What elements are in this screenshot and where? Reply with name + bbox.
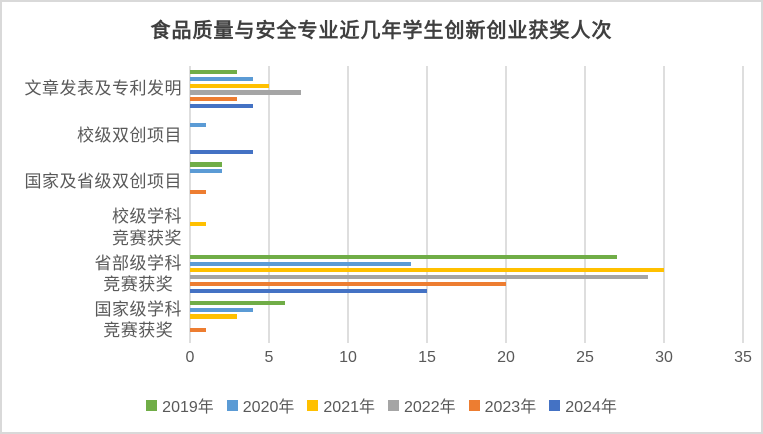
bar	[190, 314, 238, 319]
legend-swatch-icon	[549, 399, 561, 411]
bar	[190, 307, 254, 312]
gridline-5	[268, 66, 270, 343]
legend-item: 2019年	[146, 393, 214, 417]
x-tick-label: 10	[339, 349, 357, 366]
category-bar-group	[190, 66, 743, 112]
category-label: 省部级学科 竞赛获奖	[94, 253, 182, 294]
bar	[190, 189, 206, 194]
category-bar-group	[190, 205, 743, 251]
gridline-0	[189, 66, 191, 343]
legend-label: 2022年	[404, 399, 456, 416]
category-label: 国家级学科 竞赛获奖	[94, 299, 182, 340]
x-axis: 0 5 10 15 20 25 30 35	[186, 349, 752, 371]
bar	[190, 162, 222, 167]
bar	[190, 97, 238, 102]
bar	[190, 222, 206, 227]
bar	[190, 254, 617, 259]
category-bar-group	[190, 297, 743, 343]
bar	[190, 169, 222, 174]
gridline-30	[663, 66, 665, 343]
bar	[190, 90, 301, 95]
legend-item: 2020年	[226, 393, 295, 417]
category-label: 文章发表及专利发明	[24, 79, 182, 99]
x-tick-label: 20	[497, 349, 515, 366]
x-tick-label: 35	[734, 349, 752, 366]
bar	[190, 261, 412, 266]
gridline-20	[505, 66, 507, 343]
category-label: 校级学科 竞赛获奖	[112, 207, 182, 248]
x-tick-label: 5	[264, 349, 274, 366]
bar	[190, 103, 254, 109]
legend: 2019年 2020年 2021年 2022年 2023年 2024年	[2, 393, 761, 417]
bar	[190, 70, 238, 75]
legend-item: 2022年	[388, 393, 456, 417]
gridline-35	[742, 66, 744, 343]
plot-area	[189, 66, 744, 343]
legend-label: 2021年	[323, 399, 375, 416]
bar	[190, 288, 427, 293]
legend-swatch-icon	[468, 399, 480, 411]
x-tick-label: 30	[655, 349, 673, 366]
bar	[190, 328, 206, 333]
bar	[190, 76, 254, 81]
chart-title: 食品质量与安全专业近几年学生创新创业获奖人次	[150, 20, 613, 42]
category-label: 国家及省级双创项目	[24, 171, 182, 191]
gridlines	[189, 66, 744, 343]
x-tick-label: 15	[418, 349, 436, 366]
gridline-15	[426, 66, 428, 343]
legend-swatch-icon	[388, 399, 399, 411]
legend-swatch-icon	[146, 399, 158, 411]
legend-label: 2020年	[242, 399, 295, 416]
legend-label: 2023年	[484, 399, 537, 416]
bar	[190, 150, 254, 155]
bar	[190, 122, 206, 128]
legend-item: 2021年	[307, 393, 375, 417]
bar	[190, 300, 285, 306]
y-axis-labels: 文章发表及专利发明校级双创项目国家及省级双创项目校级学科 竞赛获奖省部级学科 竞赛获…	[4, 66, 182, 343]
legend-label: 2024年	[565, 399, 617, 416]
gridline-10	[347, 66, 349, 343]
x-tick-label: 0	[185, 349, 195, 366]
legend-label: 2019年	[162, 399, 214, 416]
legend-swatch-icon	[307, 399, 319, 411]
legend-item: 2023年	[468, 393, 537, 417]
bar	[190, 275, 649, 280]
bar	[190, 268, 664, 273]
bar	[190, 83, 269, 88]
category-label: 校级双创项目	[77, 125, 182, 145]
category-bar-group	[190, 158, 743, 204]
category-bar-group	[190, 251, 743, 297]
category-bar-group	[190, 112, 743, 158]
bar	[190, 281, 506, 287]
legend-swatch-icon	[226, 399, 238, 411]
x-tick-label: 25	[576, 349, 594, 366]
gridline-25	[584, 66, 586, 343]
category-rows	[190, 66, 743, 343]
legend-item: 2024年	[549, 393, 617, 417]
